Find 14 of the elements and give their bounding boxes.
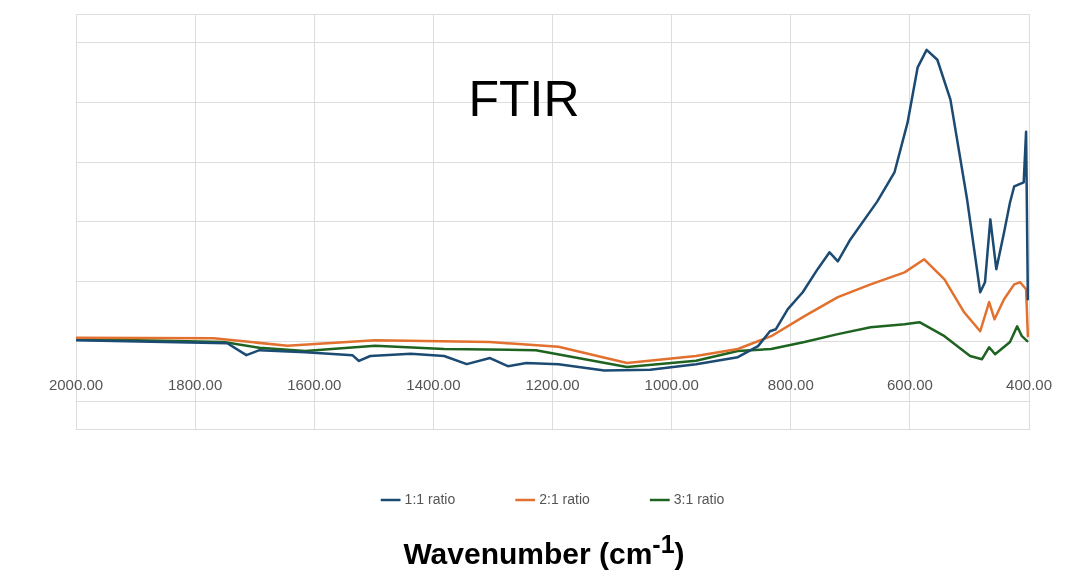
legend-label: 1:1 ratio	[404, 490, 456, 507]
x-tick-label: 1200.00	[525, 376, 580, 394]
x-tick-label: 800.00	[767, 376, 814, 394]
x-tick-label: 1800.00	[168, 376, 223, 394]
legend-label: 2:1 ratio	[539, 490, 591, 507]
chart-title: FTIR	[468, 71, 580, 127]
x-tick-label: 400.00	[1006, 376, 1053, 394]
x-tick-label: 1000.00	[644, 376, 699, 394]
x-tick-label: 1600.00	[287, 376, 342, 394]
x-tick-label: 1400.00	[406, 376, 461, 394]
x-tick-label: 2000.00	[48, 376, 104, 394]
x-tick-label: 600.00	[886, 376, 933, 394]
legend-label: 3:1 ratio	[673, 490, 725, 507]
x-axis-title: Wavenumber (cm$^{-1}$)	[402, 530, 686, 571]
